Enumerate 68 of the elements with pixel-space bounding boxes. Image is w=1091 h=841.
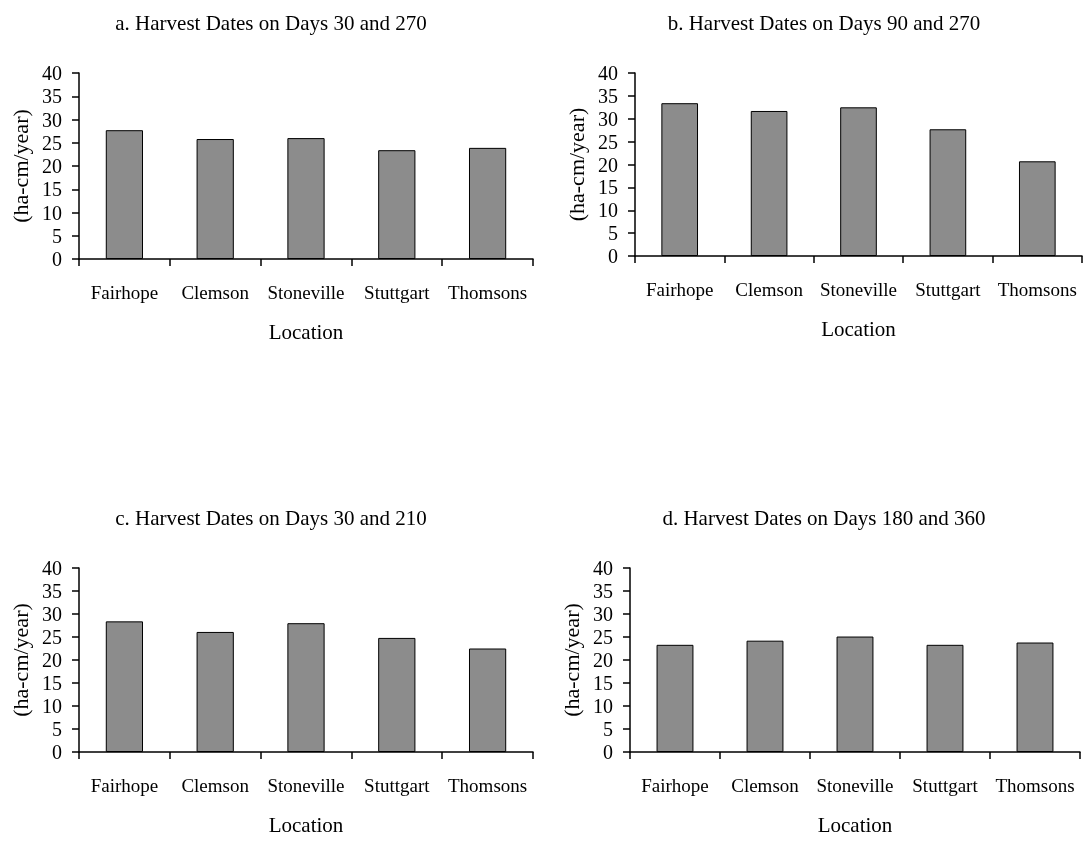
y-tick-label: 40 <box>598 62 618 84</box>
y-tick-label: 5 <box>52 718 62 740</box>
y-tick-label: 30 <box>598 107 618 130</box>
x-tick-label: Stoneville <box>267 775 345 796</box>
y-tick-label: 30 <box>42 603 62 625</box>
y-tick-label: 0 <box>608 245 618 267</box>
y-axis-title: (ha-cm/year) <box>7 109 33 223</box>
x-axis-title: Location <box>821 316 897 341</box>
y-tick-label: 20 <box>42 155 62 177</box>
y-tick-label: 35 <box>42 580 62 602</box>
y-tick-label: 10 <box>593 695 613 717</box>
x-tick-label: Clemson <box>735 279 804 300</box>
y-tick-label: 20 <box>598 153 618 176</box>
y-tick-label: 35 <box>598 84 618 107</box>
y-tick-label: 20 <box>42 649 62 671</box>
chart-title: b. Harvest Dates on Days 90 and 270 <box>667 10 981 35</box>
x-tick-label: Stuttgart <box>915 279 982 300</box>
x-tick-label: Stoneville <box>819 279 898 300</box>
chart-title: a. Harvest Dates on Days 30 and 270 <box>115 10 427 35</box>
y-tick-label: 10 <box>598 199 618 222</box>
x-tick-label: Stuttgart <box>912 775 979 796</box>
x-tick-label: Fairhope <box>90 775 159 796</box>
chart-title: c. Harvest Dates on Days 30 and 210 <box>115 505 427 530</box>
x-tick-label: Fairhope <box>645 279 714 300</box>
x-tick-label: Thomsons <box>997 279 1077 300</box>
x-tick-label: Clemson <box>181 282 250 303</box>
y-tick-label: 15 <box>593 672 613 694</box>
x-axis-title: Location <box>268 319 344 344</box>
y-tick-label: 5 <box>608 222 618 245</box>
y-tick-label: 10 <box>42 695 62 717</box>
x-tick-label: Clemson <box>731 775 800 796</box>
y-tick-label: 5 <box>603 718 613 740</box>
y-tick-label: 30 <box>42 108 62 131</box>
y-axis-title: (ha-cm/year) <box>558 603 584 717</box>
y-tick-label: 20 <box>593 649 613 671</box>
y-tick-label: 0 <box>603 741 613 763</box>
y-tick-label: 35 <box>593 580 613 602</box>
x-tick-label: Fairhope <box>641 775 709 796</box>
y-axis-title: (ha-cm/year) <box>563 107 589 222</box>
x-tick-label: Fairhope <box>90 282 159 303</box>
y-tick-label: 25 <box>42 626 62 648</box>
y-tick-label: 15 <box>598 176 618 199</box>
y-tick-label: 40 <box>42 62 62 84</box>
y-tick-label: 10 <box>42 201 62 224</box>
x-tick-label: Thomsons <box>448 775 528 796</box>
x-axis-title: Location <box>817 812 893 837</box>
x-tick-label: Stuttgart <box>364 282 431 303</box>
y-tick-label: 25 <box>598 130 618 153</box>
x-tick-label: Stoneville <box>816 775 894 796</box>
x-axis-title: Location <box>268 812 344 837</box>
x-tick-label: Clemson <box>181 775 250 796</box>
y-axis-title: (ha-cm/year) <box>7 603 33 717</box>
x-tick-label: Thomsons <box>448 282 528 303</box>
y-tick-label: 15 <box>42 178 62 201</box>
x-tick-label: Stuttgart <box>364 775 431 796</box>
y-tick-label: 0 <box>52 248 62 270</box>
y-tick-label: 25 <box>42 131 62 154</box>
y-tick-label: 25 <box>593 626 613 648</box>
x-tick-label: Stoneville <box>267 282 345 303</box>
y-tick-label: 40 <box>42 557 62 579</box>
y-tick-label: 30 <box>593 603 613 625</box>
chart-title: d. Harvest Dates on Days 180 and 360 <box>662 505 986 530</box>
y-tick-label: 0 <box>52 741 62 763</box>
y-tick-label: 15 <box>42 672 62 694</box>
y-tick-label: 40 <box>593 557 613 579</box>
y-tick-label: 5 <box>52 224 62 247</box>
x-tick-label: Thomsons <box>995 775 1075 796</box>
y-tick-label: 35 <box>42 85 62 108</box>
